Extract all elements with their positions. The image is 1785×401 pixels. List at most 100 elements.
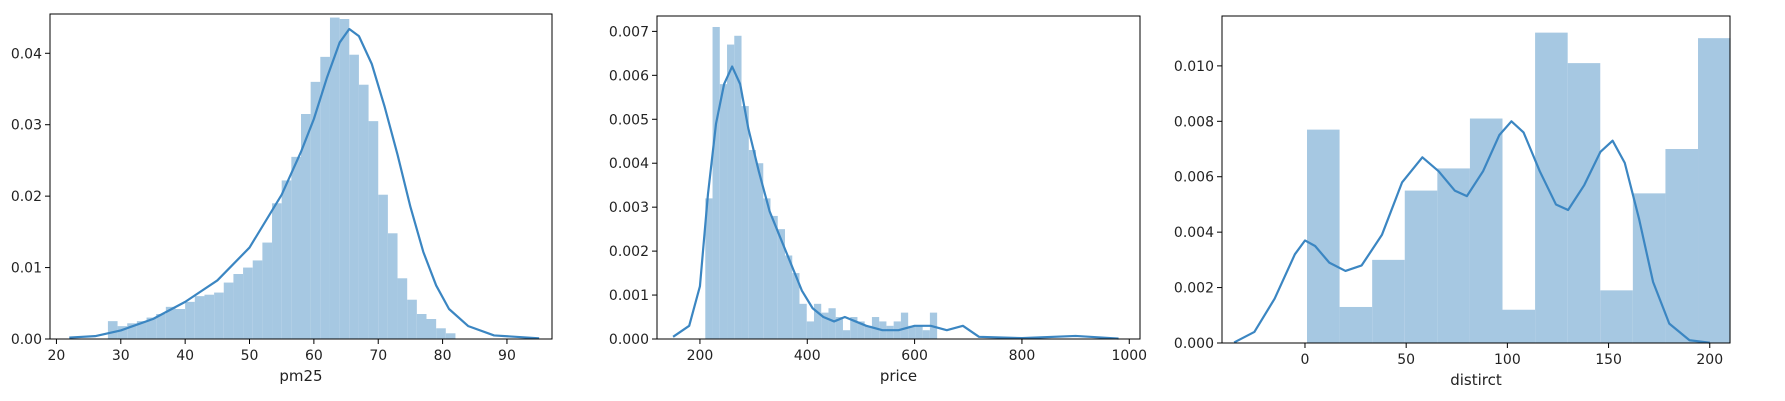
- histogram-bar: [107, 321, 118, 339]
- x-tick-label: 70: [369, 348, 387, 364]
- histogram-bar: [272, 203, 282, 339]
- histogram-bars: [705, 26, 938, 340]
- histogram-bars: [1307, 32, 1731, 344]
- histogram-bar: [719, 84, 728, 340]
- histogram-bar: [194, 296, 205, 339]
- histogram-bar: [864, 325, 872, 339]
- histogram-bar: [1535, 32, 1568, 343]
- histogram-bar: [806, 321, 814, 339]
- subplot-pm25: 20 30 40 50 60 70 80 90 0.00 0.01 0.02 0.03 0.04 pm25: [11, 13, 553, 385]
- x-tick-label: 0: [1301, 352, 1310, 368]
- y-tick-label: 0.006: [609, 68, 649, 84]
- histogram-bar: [835, 317, 843, 339]
- histogram-bar: [727, 44, 735, 340]
- histogram-bar: [770, 215, 778, 339]
- histogram-bar: [243, 267, 253, 339]
- x-tick-label: 200: [687, 348, 714, 364]
- histogram-bars: [107, 17, 456, 340]
- histogram-bar: [233, 274, 244, 339]
- x-tick-label: 600: [901, 348, 928, 364]
- y-tick-label: 0.008: [1174, 114, 1214, 130]
- histogram-bar: [922, 330, 930, 339]
- histogram-bar: [146, 317, 157, 339]
- histogram-bar: [407, 299, 417, 339]
- histogram-bar: [445, 333, 456, 339]
- histogram-bar: [1404, 190, 1438, 343]
- y-tick-label: 0.005: [609, 112, 649, 128]
- x-tick-label: 30: [112, 348, 130, 364]
- histogram-bar: [1372, 259, 1405, 343]
- x-tick-label: 150: [1595, 352, 1622, 368]
- histogram-bar: [252, 260, 263, 339]
- x-tick-label: 20: [48, 348, 66, 364]
- y-tick-label: 0.006: [1174, 170, 1214, 186]
- histogram-bar: [1339, 306, 1373, 343]
- histogram-bar: [1437, 168, 1470, 343]
- histogram-bar: [842, 330, 851, 339]
- histogram-bar: [175, 309, 186, 339]
- histogram-bar: [397, 278, 408, 339]
- histogram-bar: [821, 312, 829, 339]
- histogram-bar: [339, 19, 350, 339]
- x-tick-label: 50: [241, 348, 259, 364]
- histogram-bar: [1698, 38, 1731, 344]
- x-tick-label: 80: [434, 348, 452, 364]
- histogram-bar: [136, 321, 147, 339]
- histogram-bar: [368, 121, 379, 339]
- histogram-bar: [358, 84, 369, 340]
- x-tick-label: 400: [794, 348, 821, 364]
- histogram-bar: [712, 26, 720, 340]
- histogram-bar: [185, 301, 195, 339]
- y-tick-label: 0.004: [1174, 225, 1214, 241]
- histogram-bar: [1665, 149, 1699, 343]
- x-tick-label: 1000: [1111, 348, 1147, 364]
- histogram-bar: [416, 314, 427, 339]
- histogram-bar: [828, 308, 836, 339]
- x-tick-label: 200: [1696, 352, 1723, 368]
- histogram-bar: [214, 292, 224, 339]
- histogram-bar: [281, 180, 292, 339]
- histogram-bar: [1307, 129, 1340, 343]
- histogram-bar: [156, 314, 166, 339]
- y-tick-label: 0.003: [609, 200, 649, 216]
- histogram-bar: [785, 255, 793, 339]
- x-tick-label: 50: [1397, 352, 1415, 368]
- histogram-bar: [705, 198, 713, 339]
- x-tick-label: 100: [1494, 352, 1521, 368]
- y-tick-label: 0.000: [609, 332, 649, 348]
- y-tick-label: 0.000: [1174, 336, 1214, 352]
- plot-frame: [1221, 15, 1731, 344]
- plot-frame: [49, 13, 553, 340]
- y-tick-label: 0.004: [609, 156, 649, 172]
- histogram-bar: [301, 114, 311, 339]
- histogram-bar: [734, 35, 742, 339]
- histogram-bar: [900, 312, 909, 339]
- y-tick-label: 0.04: [11, 46, 42, 62]
- histogram-bar: [436, 328, 446, 339]
- plot-frame: [656, 15, 1141, 340]
- histogram-bar: [908, 325, 916, 339]
- histogram-bar: [792, 273, 800, 339]
- histogram-bar: [320, 56, 330, 340]
- y-tick-label: 0.001: [609, 288, 649, 304]
- histogram-bar: [1502, 309, 1536, 343]
- histogram-bar: [117, 326, 128, 339]
- y-tick-label: 0.007: [609, 24, 649, 40]
- histogram-bar: [204, 294, 215, 339]
- histogram-bar: [741, 106, 749, 339]
- histogram-bar: [748, 150, 757, 339]
- x-tick-label: 40: [176, 348, 194, 364]
- histogram-bar: [349, 54, 359, 340]
- subplot-distirct: 0 50 100 150 200 0.000 0.002 0.004 0.006 0.008 0.0…: [1174, 15, 1731, 389]
- y-tick-label: 0.010: [1174, 59, 1214, 75]
- y-tick-label: 0.03: [11, 118, 42, 134]
- histogram-bar: [387, 233, 398, 339]
- y-tick-label: 0.002: [1174, 281, 1214, 297]
- histogram-bar: [310, 81, 321, 340]
- subplot-price: 200 400 600 800 1000 0.000 0.001 0.002 0.003 0.00…: [609, 15, 1147, 385]
- histogram-bar: [329, 17, 340, 339]
- histogram-bar: [262, 242, 273, 339]
- histogram-bar: [799, 303, 807, 339]
- y-tick-label: 0.002: [609, 244, 649, 260]
- histogram-bar: [886, 325, 894, 339]
